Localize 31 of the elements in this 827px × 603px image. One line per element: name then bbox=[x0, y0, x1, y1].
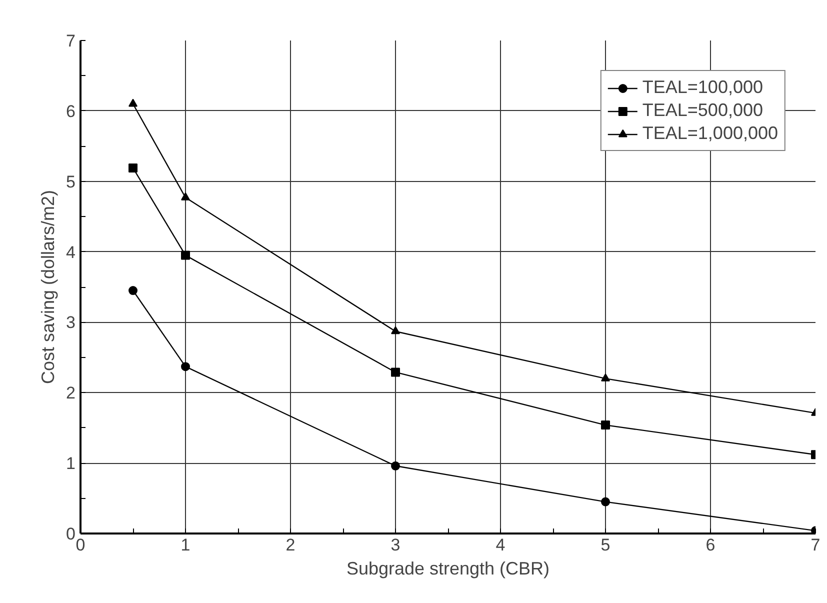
point bbox=[181, 250, 190, 260]
point bbox=[128, 163, 138, 172]
point bbox=[128, 98, 138, 107]
y-tick-label: 3 bbox=[66, 313, 76, 332]
point bbox=[128, 286, 138, 296]
legend-label: TEAL=1,000,000 bbox=[642, 123, 778, 144]
legend-label: TEAL=500,000 bbox=[642, 100, 763, 121]
x-tick-label: 4 bbox=[496, 536, 506, 554]
point bbox=[181, 192, 190, 200]
x-tick-label: 6 bbox=[706, 536, 716, 554]
x-tick-label: 3 bbox=[390, 536, 400, 554]
y-tick-label: 4 bbox=[66, 242, 76, 262]
x-tick-label: 1 bbox=[180, 536, 190, 554]
point bbox=[601, 373, 610, 382]
y-tick-label: 6 bbox=[66, 102, 76, 121]
x-tick-label: 2 bbox=[286, 536, 296, 554]
y-tick-label: 5 bbox=[66, 172, 76, 192]
x-tick-label: 5 bbox=[600, 536, 610, 554]
x-tick-label: 7 bbox=[810, 536, 820, 554]
point bbox=[601, 497, 610, 506]
point bbox=[181, 362, 190, 372]
y-axis-title: Cost saving (dollars/m2) bbox=[38, 190, 58, 384]
y-tick-label: 1 bbox=[66, 454, 76, 474]
point bbox=[391, 368, 400, 377]
y-tick-label: 7 bbox=[66, 32, 76, 50]
point bbox=[391, 326, 400, 334]
x-axis-title: Subgrade strength (CBR) bbox=[346, 558, 550, 578]
point bbox=[601, 420, 610, 430]
y-tick-label: 2 bbox=[66, 384, 76, 403]
point bbox=[391, 461, 400, 470]
legend-label: TEAL=100,000 bbox=[642, 77, 763, 98]
